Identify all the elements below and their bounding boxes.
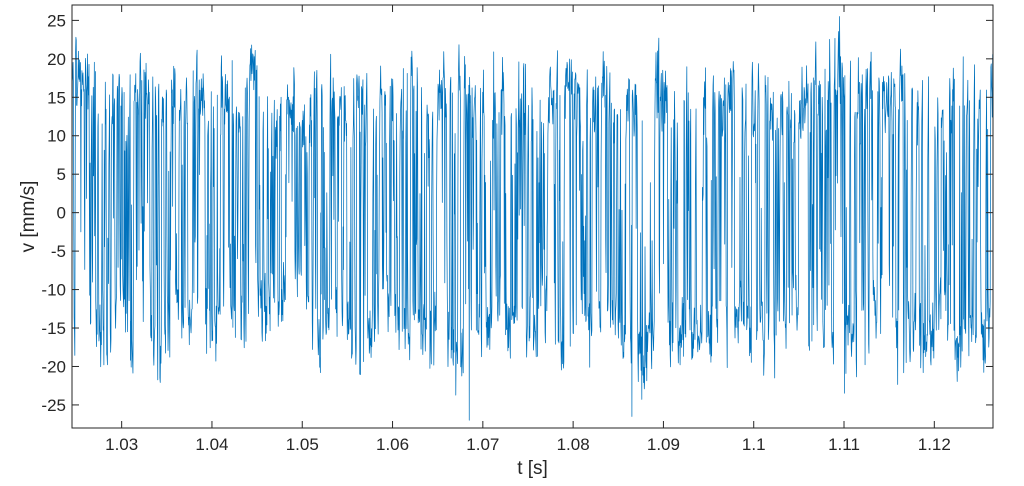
y-tick-label: 10 (47, 127, 66, 146)
axes-frame (71, 4, 994, 429)
x-tick-label: 1.11 (828, 435, 860, 454)
y-tick-label: -5 (51, 242, 66, 261)
y-tick-label: 25 (47, 11, 66, 30)
x-tick-label: 1.06 (376, 435, 409, 454)
series-line-velocity (72, 16, 993, 421)
tick-layer: 1.03 1.04 1.05 1.06 1.07 1.08 1.09 1.1 1.11 1.12 2… (41, 5, 993, 454)
x-tick-label: 1.12 (918, 435, 951, 454)
x-tick-label: 1.09 (647, 435, 680, 454)
y-tick-label: 20 (47, 50, 66, 69)
y-tick-label: 5 (57, 165, 66, 184)
y-tick-label: -15 (41, 319, 66, 338)
x-tick-label: 1.08 (557, 435, 590, 454)
label-layer: t [s] v [mm/s] (18, 181, 548, 479)
data-layer (72, 16, 993, 421)
x-tick-label: 1.03 (105, 435, 138, 454)
y-tick-label: 15 (47, 88, 66, 107)
y-tick-label: 0 (57, 204, 66, 223)
x-tick-label: 1.05 (286, 435, 319, 454)
x-tick-label: 1.1 (742, 435, 766, 454)
y-tick-label: -20 (41, 357, 66, 376)
x-tick-label: 1.04 (195, 435, 228, 454)
y-tick-label: -10 (41, 281, 66, 300)
x-axis-label: t [s] (517, 458, 548, 479)
y-axis-label: v [mm/s] (18, 181, 39, 253)
y-tick-label: -25 (41, 396, 66, 415)
x-tick-label: 1.07 (466, 435, 499, 454)
